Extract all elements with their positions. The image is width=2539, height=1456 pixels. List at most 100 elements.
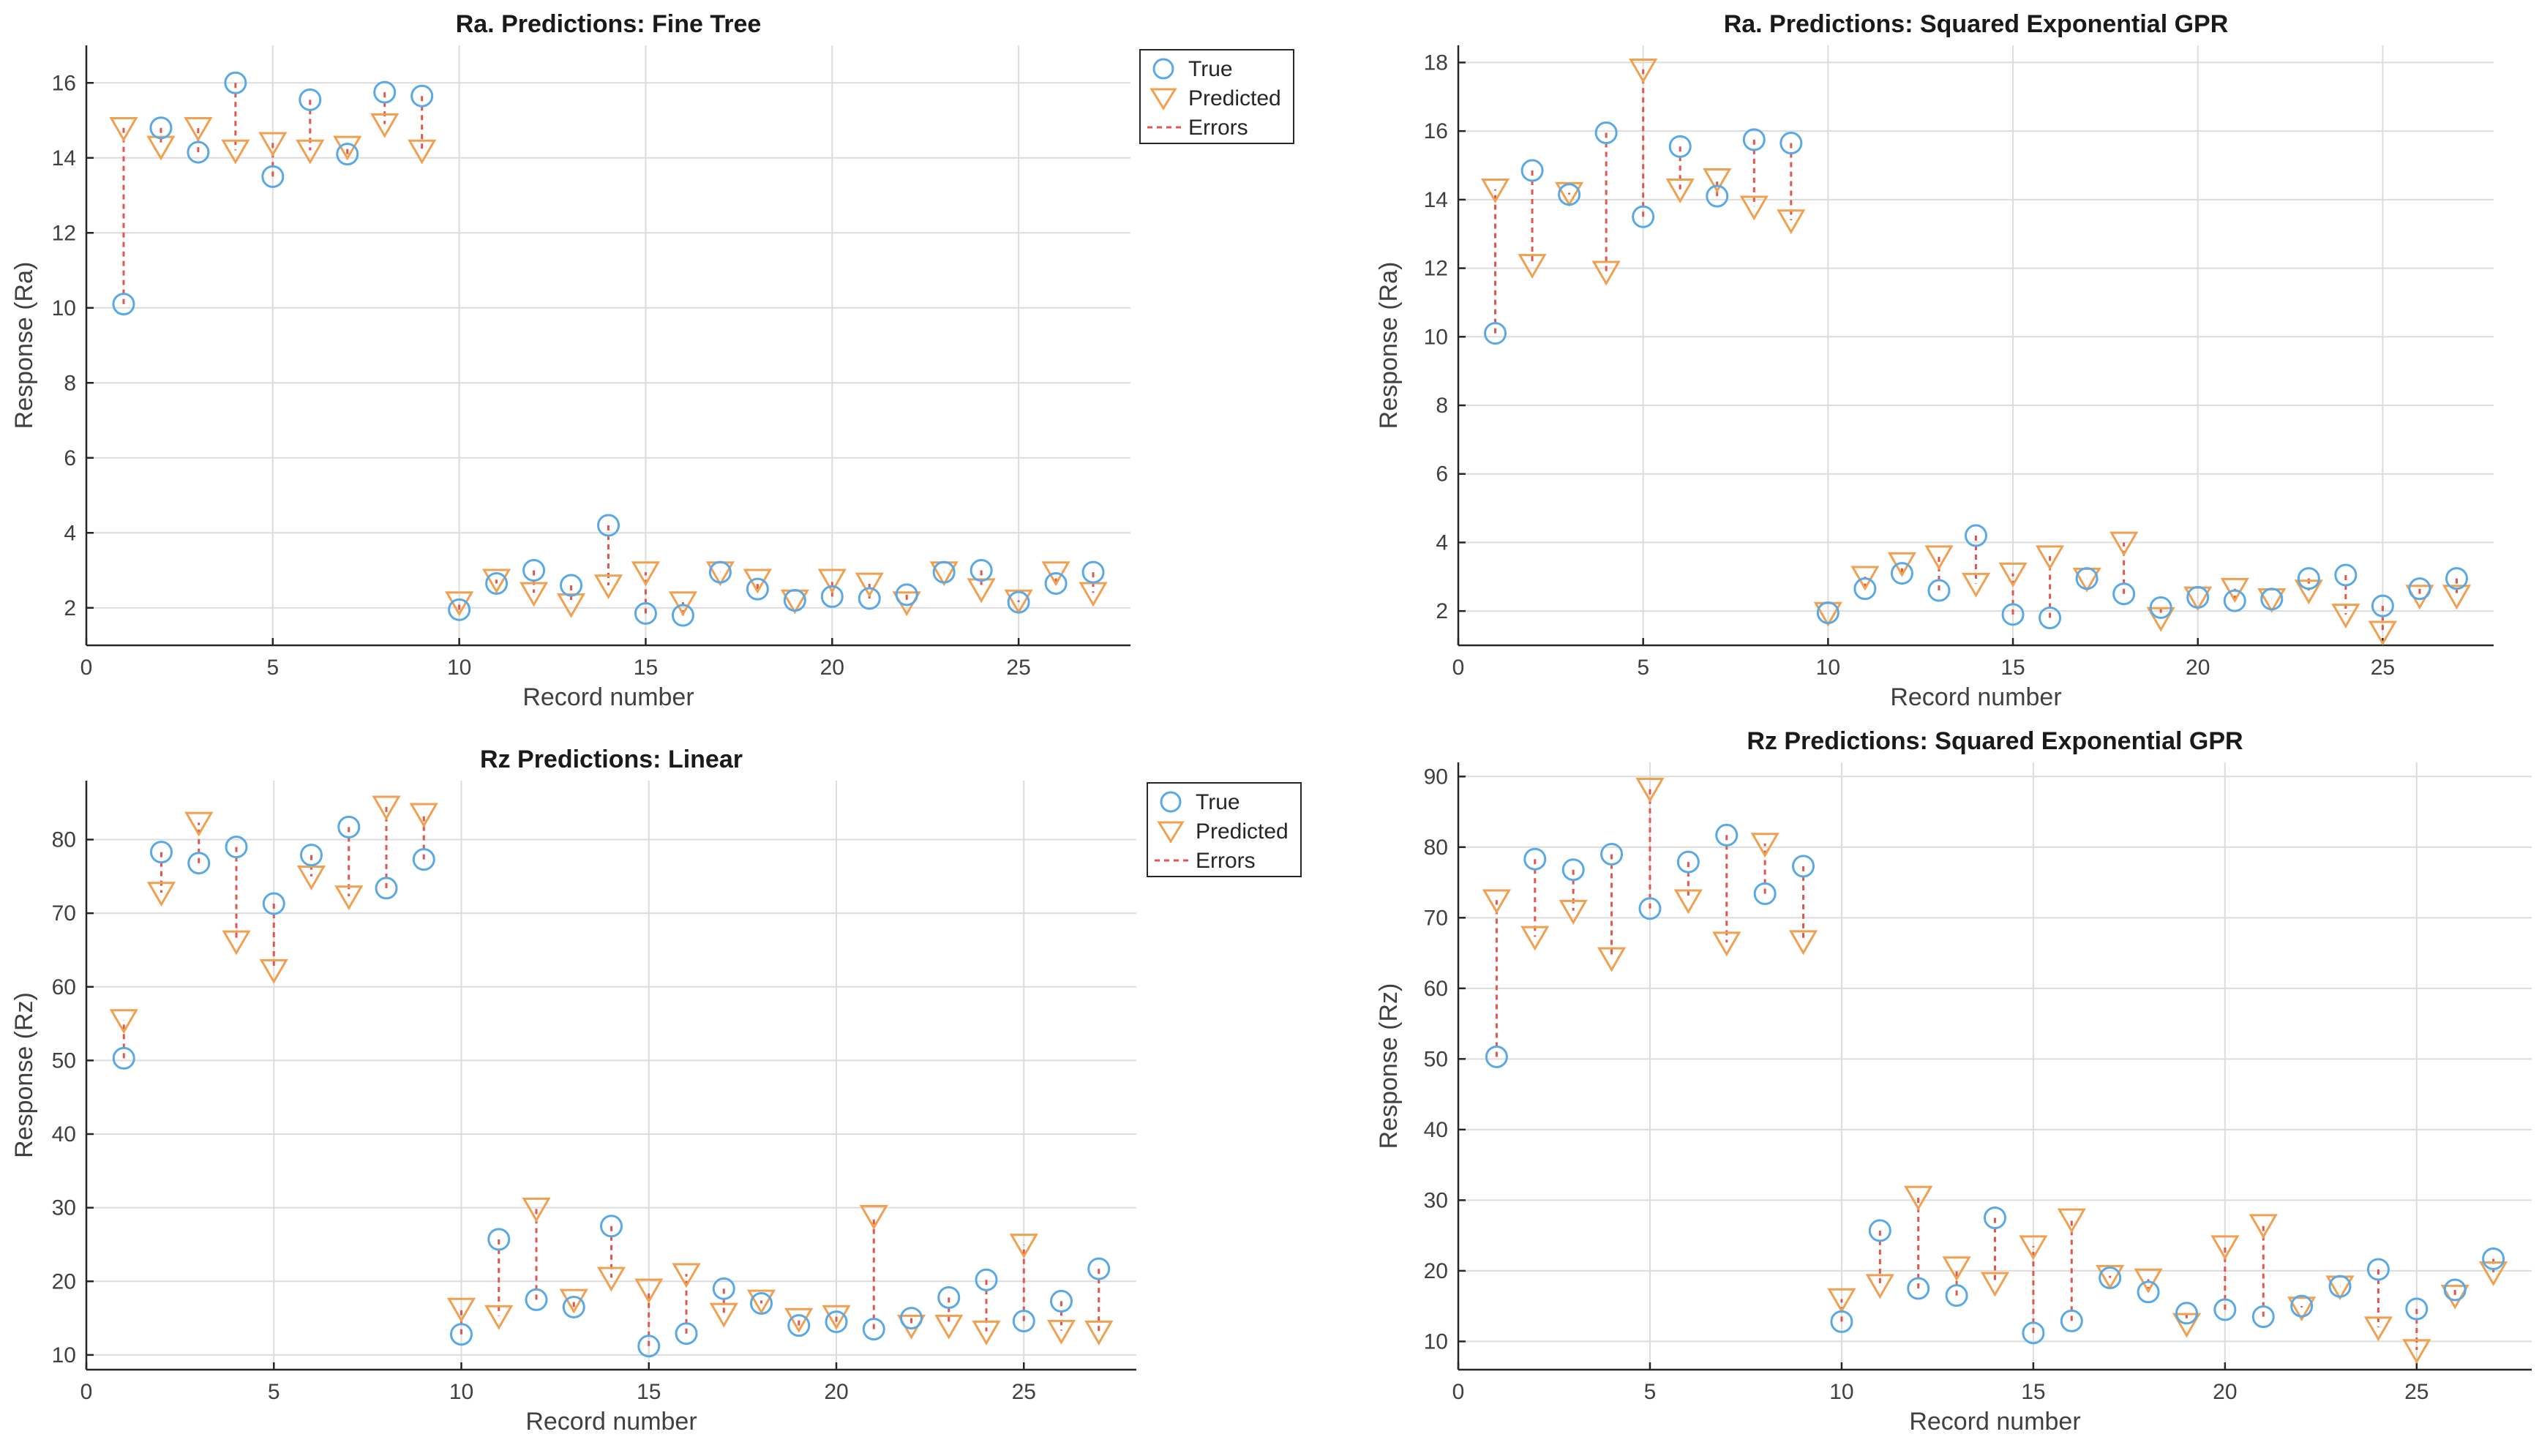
true-point — [1081, 560, 1105, 584]
legend-label: True — [1196, 790, 1240, 814]
true-point — [2443, 1278, 2467, 1302]
series-predicted — [1482, 777, 2508, 1365]
true-point — [262, 892, 285, 915]
predicted-point — [972, 1320, 1001, 1346]
series-errors — [1495, 788, 2495, 1350]
true-point — [1050, 1289, 1073, 1313]
y-tick-label: 18 — [1424, 50, 1448, 75]
grid — [86, 781, 1136, 1370]
true-point — [1907, 1277, 1930, 1300]
predicted-point — [1998, 562, 2028, 588]
x-tick-label: 25 — [2404, 1380, 2429, 1404]
y-axis-label: Response (Rz) — [1375, 983, 1403, 1149]
y-tick-label: 70 — [52, 901, 76, 926]
predicted-point — [146, 882, 176, 907]
predicted-point — [258, 132, 288, 157]
true-point — [1853, 577, 1877, 601]
predicted-point — [1009, 1234, 1038, 1259]
y-tick-label: 80 — [1424, 836, 1448, 860]
true-point — [825, 1310, 848, 1334]
true-point — [970, 559, 993, 582]
true-point — [485, 571, 509, 595]
true-point — [2137, 1280, 2160, 1304]
chart-title: Ra. Predictions: Squared Exponential GPR — [1724, 10, 2229, 38]
true-point — [820, 585, 844, 608]
predicted-point — [1788, 930, 1818, 956]
series-predicted — [109, 795, 1114, 1346]
predicted-point — [1004, 589, 1033, 615]
true-point — [112, 293, 135, 316]
predicted-point — [2440, 1284, 2469, 1310]
true-point — [1816, 601, 1839, 624]
y-tick-label: 60 — [1424, 977, 1448, 1001]
true-point — [375, 877, 398, 900]
predicted-point — [1635, 777, 1665, 803]
true-point — [1044, 571, 1068, 595]
y-tick-label: 4 — [64, 521, 76, 545]
legend-marker-predicted — [1150, 88, 1177, 110]
predicted-point — [2442, 585, 2472, 610]
predicted-point — [445, 591, 474, 617]
predicted-point — [484, 1305, 514, 1330]
predicted-point — [259, 958, 288, 984]
predicted-point — [967, 578, 996, 604]
true-point — [900, 1307, 923, 1330]
true-point — [2022, 1321, 2045, 1345]
y-tick-label: 14 — [1424, 188, 1448, 212]
chart-title: Ra. Predictions: Fine Tree — [456, 10, 762, 38]
predicted-point — [1591, 260, 1621, 286]
x-tick-label: 5 — [1644, 1380, 1657, 1404]
y-tick-label: 10 — [1424, 1329, 1448, 1354]
predicted-point — [519, 582, 549, 607]
legend-marker-predicted — [1157, 821, 1185, 844]
true-point — [2112, 582, 2136, 606]
grid — [86, 45, 1130, 645]
legend-label: True — [1188, 57, 1233, 81]
predicted-point — [1084, 1320, 1114, 1346]
y-tick-label: 14 — [52, 146, 76, 170]
true-point — [2366, 1258, 2390, 1281]
legend-label: Predicted — [1196, 819, 1289, 844]
true-point — [448, 598, 471, 621]
predicted-point — [2249, 1214, 2278, 1239]
chart-ra-squared-exponential-gpr: 0 5 10 15 20 25 2 4 6 8 10 12 14 16 18 Ra. Predictions:… — [1365, 0, 2535, 724]
true-point — [1668, 135, 1692, 158]
predicted-point — [1703, 168, 1732, 193]
chart-svg: 0 5 10 15 20 25 2 4 6 8 10 12 14 16 Ra. Predictions: F… — [10, 10, 1294, 711]
y-tick-label: 90 — [1424, 765, 1448, 789]
true-point — [2039, 607, 2062, 630]
predicted-point — [1961, 572, 1991, 598]
true-point — [562, 1295, 585, 1318]
x-tick-label: 20 — [824, 1380, 848, 1404]
predicted-point — [221, 139, 250, 165]
predicted-point — [668, 591, 698, 617]
true-point — [671, 604, 694, 627]
true-point — [1945, 1284, 1968, 1307]
x-axis-label: Record number — [1890, 683, 2061, 711]
x-tick-label: 20 — [2186, 656, 2210, 680]
predicted-point — [1482, 889, 1511, 915]
y-tick-label: 2 — [1436, 599, 1448, 623]
true-point — [150, 841, 173, 864]
x-axis-label: Record number — [522, 683, 694, 711]
x-tick-label: 15 — [634, 656, 658, 680]
true-point — [634, 601, 657, 625]
true-point — [560, 574, 583, 597]
predicted-point — [2210, 1235, 2240, 1261]
predicted-point — [1850, 566, 1880, 591]
true-point — [1890, 562, 1913, 585]
predicted-point — [2096, 1264, 2125, 1290]
true-point — [2223, 589, 2246, 612]
y-tick-label: 60 — [52, 975, 76, 999]
predicted-point — [296, 139, 325, 165]
true-point — [1594, 121, 1618, 144]
true-point — [1087, 1257, 1111, 1280]
series-predicted — [109, 113, 1108, 618]
legend: True Predicted Errors — [1147, 782, 1302, 877]
predicted-point — [2146, 607, 2175, 632]
true-point — [450, 1323, 473, 1346]
legend-label: Errors — [1196, 849, 1256, 873]
y-tick-label: 20 — [52, 1269, 76, 1294]
x-tick-label: 0 — [80, 1380, 93, 1404]
true-point — [300, 844, 323, 867]
